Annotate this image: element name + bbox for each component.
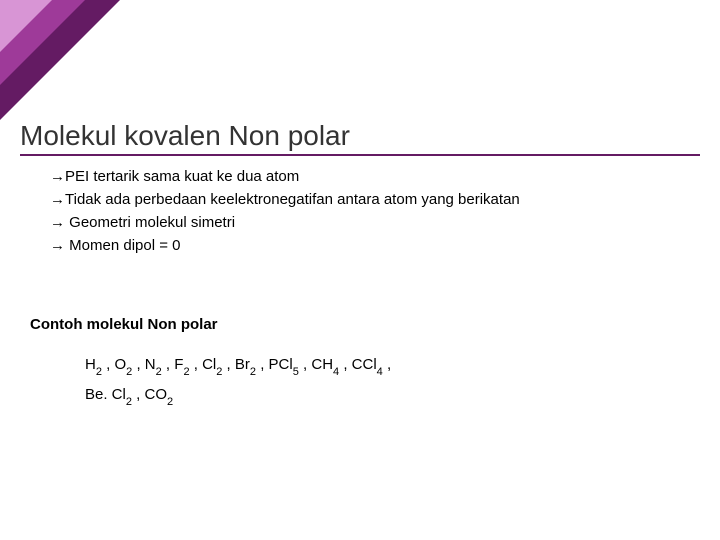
molecule: PCl5	[269, 356, 299, 373]
arrow-icon: →	[50, 168, 65, 185]
bullet-item: → Geometri molekul simetri	[50, 212, 700, 233]
molecule: N2	[145, 356, 162, 373]
arrow-icon: →	[50, 214, 65, 231]
bullet-list: →PEI tertarik sama kuat ke dua atom →Tid…	[50, 166, 700, 256]
molecule: F2	[174, 356, 189, 373]
examples-line-2: Be. Cl2 , CO2	[85, 381, 700, 411]
molecule: Br2	[235, 356, 256, 373]
molecule: CO2	[145, 386, 174, 403]
molecule: CCl4	[352, 356, 383, 373]
triangle-inner	[0, 0, 52, 52]
bullet-text: Momen dipol = 0	[65, 237, 180, 254]
slide-title: Molekul kovalen Non polar	[20, 120, 700, 156]
examples-subtitle: Contoh molekul Non polar	[30, 316, 700, 333]
bullet-item: → Momen dipol = 0	[50, 235, 700, 256]
examples-line-1: H2 , O2 , N2 , F2 , Cl2 , Br2 , PCl5 , C…	[85, 351, 700, 381]
molecule: Be. Cl2	[85, 386, 132, 403]
molecule: Cl2	[202, 356, 222, 373]
arrow-icon: →	[50, 191, 65, 208]
slide-content: Molekul kovalen Non polar →PEI tertarik …	[20, 120, 700, 411]
bullet-text: PEI tertarik sama kuat ke dua atom	[65, 168, 299, 185]
bullet-item: →Tidak ada perbedaan keelektronegatifan …	[50, 189, 700, 210]
examples-block: H2 , O2 , N2 , F2 , Cl2 , Br2 , PCl5 , C…	[85, 351, 700, 411]
arrow-icon: →	[50, 237, 65, 254]
bullet-text: Geometri molekul simetri	[65, 214, 235, 231]
bullet-text: Tidak ada perbedaan keelektronegatifan a…	[65, 191, 520, 208]
molecule: H2	[85, 356, 102, 373]
molecule: CH4	[311, 356, 339, 373]
bullet-item: →PEI tertarik sama kuat ke dua atom	[50, 166, 700, 187]
molecule: O2	[114, 356, 132, 373]
